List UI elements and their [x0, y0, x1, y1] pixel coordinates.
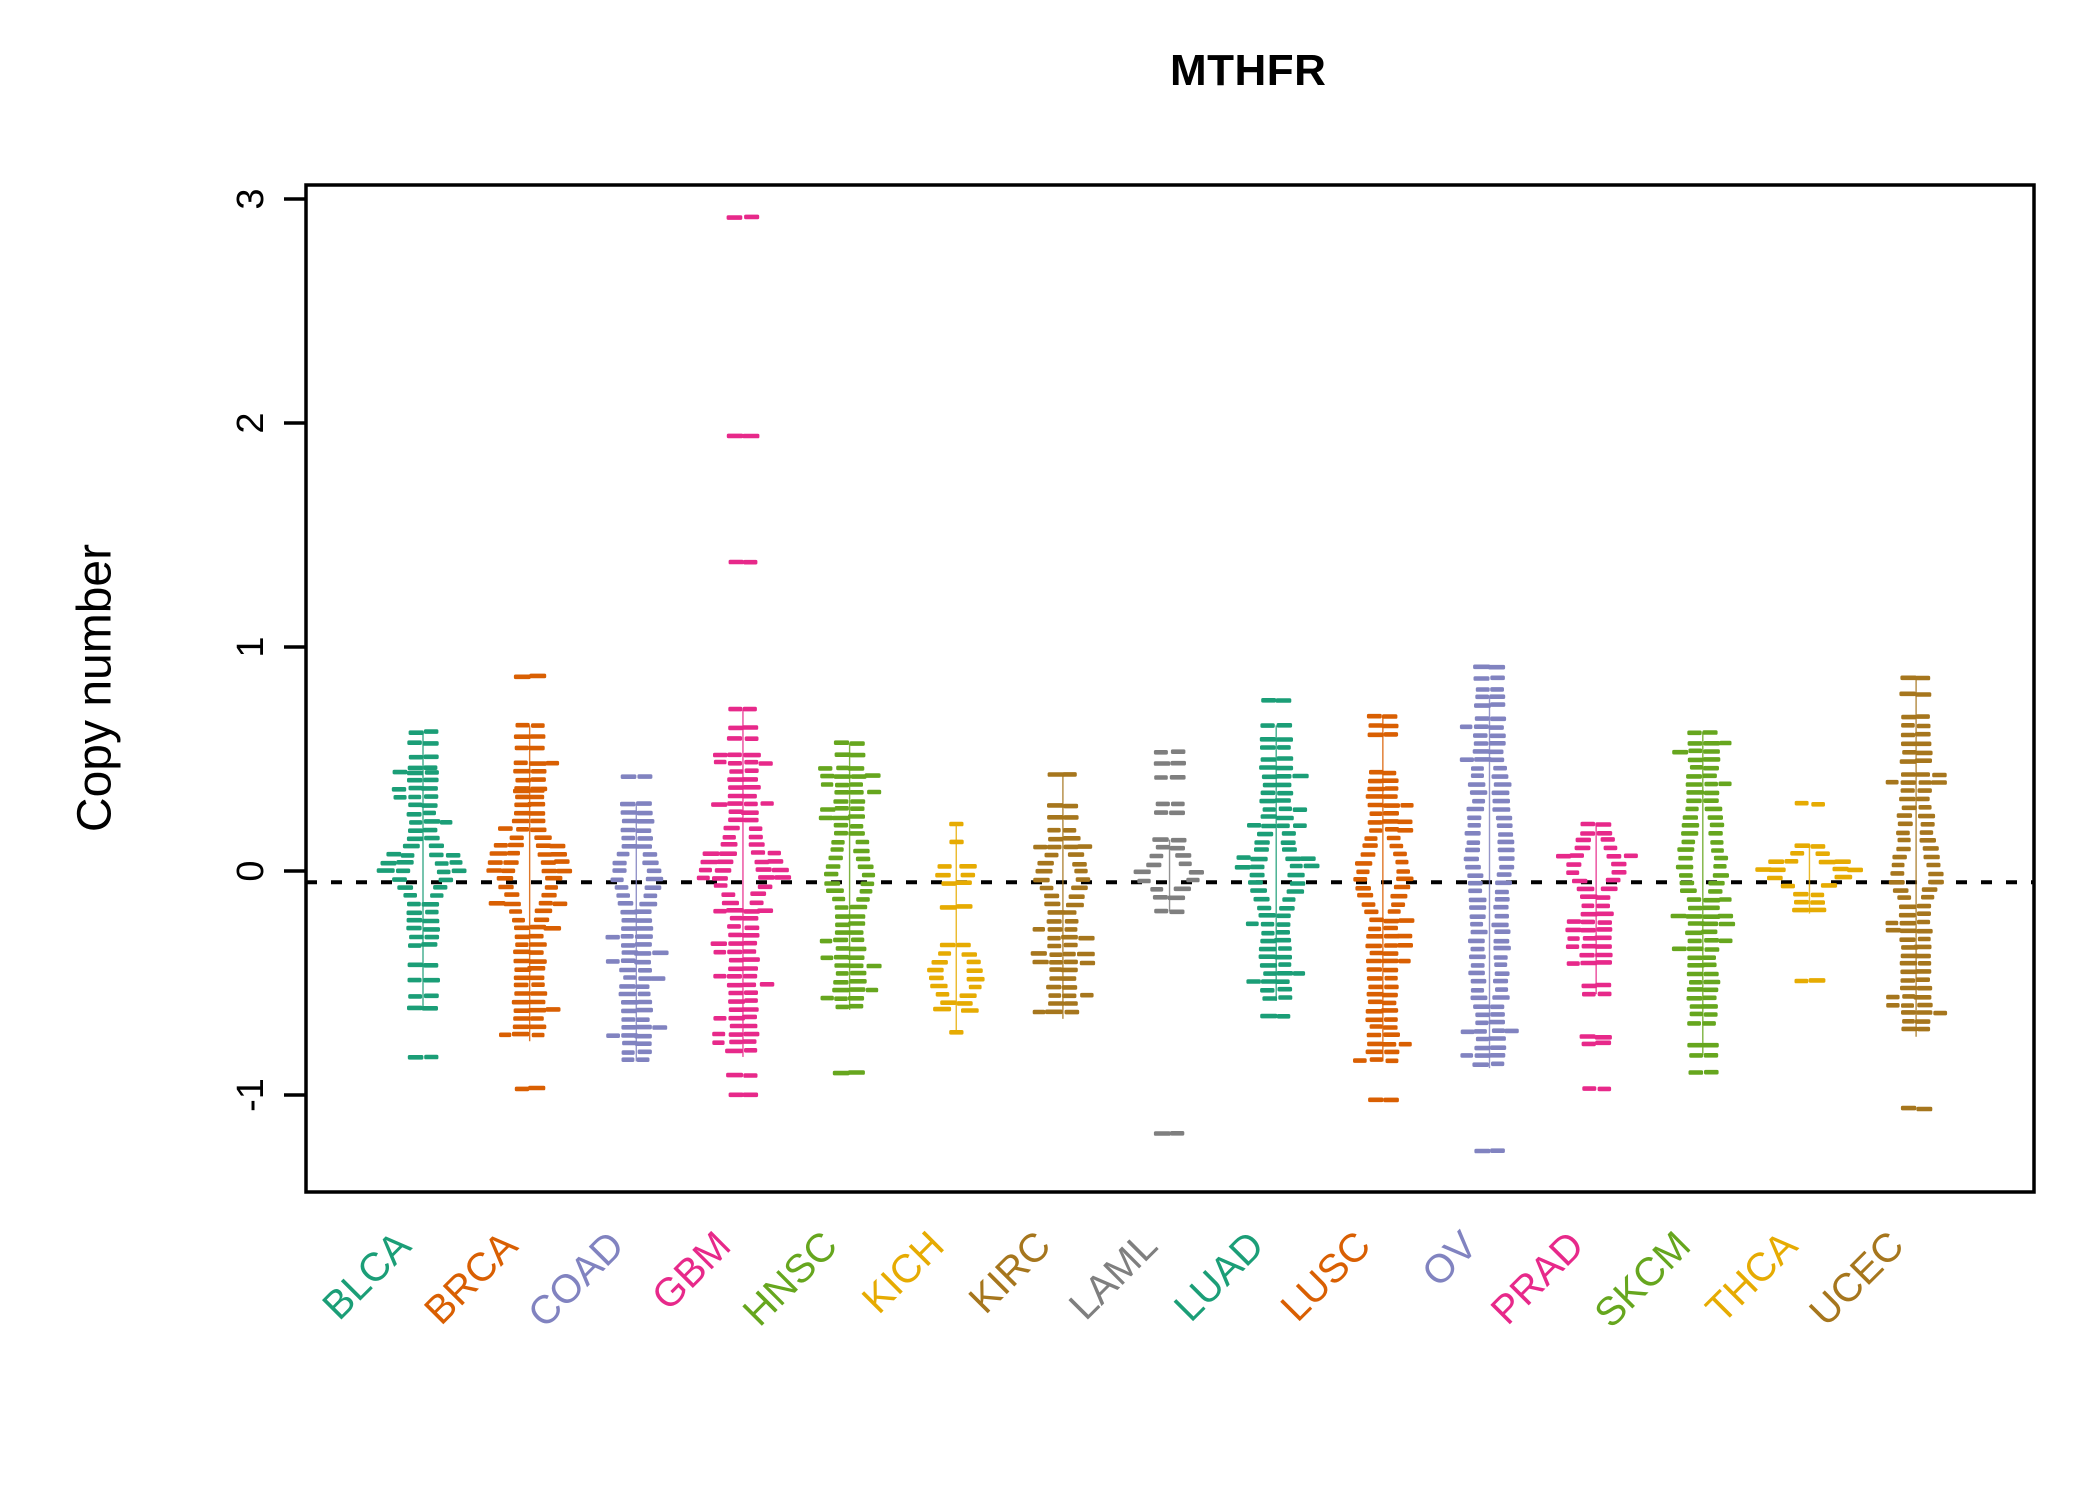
x-label-kirc: KIRC [961, 1223, 1060, 1322]
swarm-stem [635, 803, 637, 1062]
swarm-stem [422, 732, 424, 1008]
plot-frame [304, 183, 2036, 1194]
swarm-blca [376, 729, 467, 1060]
swarm-prad [1556, 821, 1638, 1092]
swarm-thca [1755, 800, 1863, 984]
swarm-stem [1595, 823, 1597, 995]
swarm-stem [1275, 725, 1277, 1001]
x-label-blca: BLCA [314, 1223, 419, 1328]
y-axis-label: Copy number [68, 543, 122, 833]
swarm-stem [1915, 678, 1917, 1037]
swarm-luad [1234, 698, 1320, 1019]
swarm-ucec [1885, 675, 1948, 1112]
x-label-coad: COAD [520, 1223, 633, 1336]
swarm-gbm [696, 214, 792, 1098]
swarm-brca [486, 673, 573, 1092]
swarm-coad [605, 774, 669, 1062]
y-tick-label: 1 [230, 636, 272, 657]
x-label-thca: THCA [1698, 1223, 1806, 1331]
swarm-stem [1488, 696, 1491, 1069]
y-tick-label: 0 [230, 860, 272, 881]
x-label-skcm: SKCM [1586, 1223, 1699, 1336]
swarm-lusc [1353, 713, 1415, 1103]
swarm-stem [1702, 732, 1704, 1055]
x-label-gbm: GBM [644, 1223, 740, 1319]
swarm-ov [1459, 664, 1519, 1154]
x-label-lusc: LUSC [1273, 1223, 1380, 1330]
swarm-stem [1382, 716, 1384, 1062]
swarm-stem [742, 709, 744, 1057]
swarm-stem [1168, 839, 1171, 912]
x-label-ov: OV [1414, 1223, 1486, 1295]
swarm-kirc [1030, 772, 1096, 1019]
x-label-laml: LAML [1061, 1223, 1166, 1328]
swarm-skcm [1670, 730, 1736, 1075]
x-label-luad: LUAD [1166, 1223, 1273, 1330]
x-label-kich: KICH [854, 1223, 953, 1322]
swarm-kich [927, 821, 985, 1035]
y-tick-label: -1 [230, 1078, 272, 1112]
y-tick-label: 3 [230, 188, 272, 209]
swarm-stem [1062, 774, 1064, 1019]
y-tick-label: 2 [230, 412, 272, 433]
swarm-laml [1133, 749, 1204, 1136]
x-label-hnsc: HNSC [735, 1223, 846, 1334]
swarm-stem [848, 743, 851, 1010]
swarm-stem [955, 823, 957, 1033]
x-label-ucec: UCEC [1801, 1223, 1912, 1334]
swarm-hnsc [818, 740, 882, 1076]
swarm-stem [528, 725, 531, 1042]
swarm-stem [1808, 846, 1811, 914]
x-label-brca: BRCA [416, 1223, 526, 1333]
y-axis: 3 2 1 0 -1 [230, 188, 306, 1112]
x-label-prad: PRAD [1483, 1223, 1593, 1333]
